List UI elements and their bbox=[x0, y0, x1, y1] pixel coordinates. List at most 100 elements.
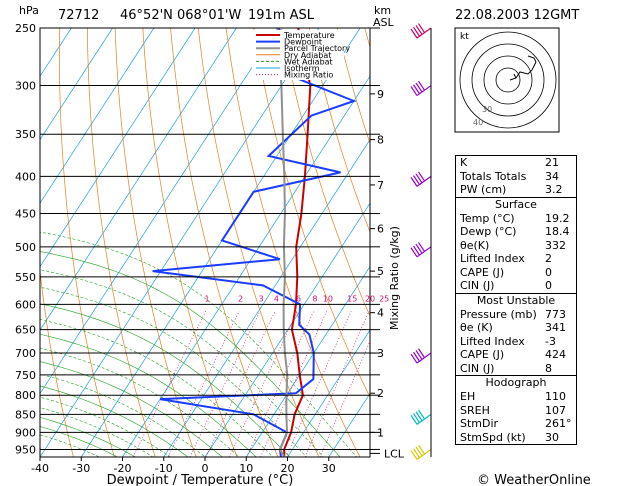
pressure-tick-label: 500 bbox=[15, 241, 36, 254]
wind-barb-flag bbox=[415, 82, 423, 93]
km-tick-label: 7 bbox=[377, 179, 384, 192]
km-tick-label: 6 bbox=[377, 223, 384, 236]
pressure-tick-label: 900 bbox=[15, 426, 36, 439]
mixing-ratio-label: 15 bbox=[347, 294, 357, 303]
x-tick-label: -30 bbox=[72, 462, 90, 475]
hodograph-header: Hodograph bbox=[456, 375, 576, 390]
mixing-ratio-label: 3 bbox=[259, 294, 264, 303]
surface-row: CIN (J) 0 bbox=[460, 279, 552, 292]
legend-label: Dewpoint bbox=[284, 38, 322, 47]
hodograph-ring-label-40: 40 bbox=[473, 118, 483, 127]
footer-brand: © WeatherOnline bbox=[477, 473, 591, 486]
indices-panel-top: K 21 Totals Totals 34 PW (cm) 3.2 Surface T… bbox=[455, 155, 577, 445]
legend-label: Temperature bbox=[283, 31, 335, 40]
lcl-label: LCL bbox=[384, 447, 405, 460]
x-tick-label: 20 bbox=[281, 462, 295, 475]
index-row: Totals Totals 34 bbox=[460, 169, 559, 183]
mixing-ratio-label: 2 bbox=[238, 294, 243, 303]
km-tick-label: 8 bbox=[377, 134, 384, 147]
wind-barb-flag bbox=[410, 353, 418, 364]
x-tick-label: -20 bbox=[114, 462, 132, 475]
mixing-ratio-line bbox=[319, 340, 370, 457]
wind-barb bbox=[410, 348, 432, 364]
wind-barb-flag bbox=[413, 245, 420, 256]
wind-barb-flag bbox=[413, 351, 420, 362]
datetime: 22.08.2003 12GMT bbox=[455, 8, 579, 23]
wind-barb-staff bbox=[416, 27, 432, 39]
wind-barb bbox=[410, 409, 432, 425]
surface-row: Temp (°C) 19.2 bbox=[460, 211, 570, 225]
x-tick-label: 30 bbox=[322, 462, 336, 475]
wind-barb-flag bbox=[413, 84, 420, 95]
wind-barb-flag bbox=[415, 446, 423, 457]
dry-adiabat bbox=[142, 28, 238, 457]
wind-barb-flag bbox=[418, 23, 425, 33]
hodograph-ring-label-30: 30 bbox=[482, 105, 492, 114]
wind-barb bbox=[410, 444, 432, 460]
wind-barb bbox=[410, 171, 432, 187]
wind-barb-flag bbox=[418, 444, 425, 455]
x-axis-title: Dewpoint / Temperature (°C) bbox=[107, 473, 294, 486]
dry-adiabat bbox=[581, 15, 629, 466]
wind-barb-flag bbox=[415, 173, 423, 184]
wet-adiabat bbox=[40, 286, 308, 457]
hodograph-row: SREH 107 bbox=[460, 403, 566, 417]
mixing-ratio-line bbox=[285, 310, 352, 457]
isotherm-line bbox=[40, 28, 155, 204]
surface-row: Lifted Index 2 bbox=[460, 252, 552, 265]
km-tick-label: 1 bbox=[377, 426, 384, 439]
unstable-row: θe (K) 341 bbox=[460, 321, 566, 334]
pressure-tick-label: 450 bbox=[15, 208, 36, 221]
legend-label: Isotherm bbox=[284, 64, 320, 73]
isotherm-line bbox=[163, 139, 370, 457]
isotherm-line bbox=[40, 28, 320, 457]
unstable-row: CIN (J) 8 bbox=[460, 361, 552, 375]
mixing-ratio-line bbox=[304, 310, 370, 457]
wind-barb bbox=[410, 23, 432, 39]
pressure-tick-label: 800 bbox=[15, 389, 36, 402]
isotherm-line bbox=[122, 75, 370, 457]
wet-adiabat bbox=[40, 231, 358, 457]
wind-barb-flag bbox=[410, 86, 418, 96]
parcel-trajectory-curve bbox=[276, 28, 289, 457]
surface-row: CAPE (J) 0 bbox=[460, 265, 552, 279]
x-tick-label: 0 bbox=[202, 462, 209, 475]
mixing-ratio-line bbox=[132, 310, 207, 457]
wind-barb-flag bbox=[410, 28, 418, 39]
dry-adiabat bbox=[253, 28, 370, 399]
x-tick-label: -40 bbox=[31, 462, 49, 475]
dry-adiabat bbox=[59, 28, 115, 457]
pressure-tick-label: 400 bbox=[15, 170, 36, 183]
hodograph-kt-label: kt bbox=[460, 32, 469, 42]
dry-adiabat bbox=[197, 28, 320, 457]
hodograph-row: StmSpd (kt) 30 bbox=[460, 430, 559, 444]
wind-barb-staff bbox=[416, 352, 432, 364]
wind-barb-staff bbox=[416, 413, 432, 425]
station-id: 72712 bbox=[58, 8, 99, 23]
wind-barb-flag bbox=[413, 26, 420, 37]
wind-barb-flag bbox=[410, 177, 418, 187]
wind-barb-flag bbox=[415, 243, 423, 254]
wind-barb-flag bbox=[415, 25, 423, 35]
unstable-row: CAPE (J) 424 bbox=[460, 348, 566, 361]
index-row: K 21 bbox=[460, 156, 559, 169]
pressure-tick-label: 350 bbox=[15, 128, 36, 141]
wind-barb-flag bbox=[410, 450, 418, 460]
legend-label: Mixing Ratio bbox=[284, 71, 333, 80]
isotherm-line bbox=[80, 28, 361, 457]
hodograph-trace bbox=[509, 61, 537, 81]
station-elevation: 191m ASL bbox=[248, 8, 315, 23]
wind-barb-flag bbox=[410, 247, 418, 258]
mixing-ratio-label: 4 bbox=[274, 294, 279, 303]
wind-barb-flag bbox=[418, 242, 425, 252]
isotherm-line bbox=[40, 28, 237, 331]
isotherm-line bbox=[40, 28, 278, 395]
mixing-ratio-line bbox=[189, 310, 261, 457]
index-row: PW (cm) 3.2 bbox=[460, 183, 563, 196]
km-tick-label: 4 bbox=[377, 307, 384, 320]
wind-barb-flag bbox=[415, 411, 423, 422]
unstable-row: Lifted Index -3 bbox=[460, 334, 556, 348]
surface-row: θe(K) 332 bbox=[460, 238, 566, 252]
wind-barb bbox=[410, 242, 432, 258]
mixing-ratio-line bbox=[167, 310, 240, 457]
